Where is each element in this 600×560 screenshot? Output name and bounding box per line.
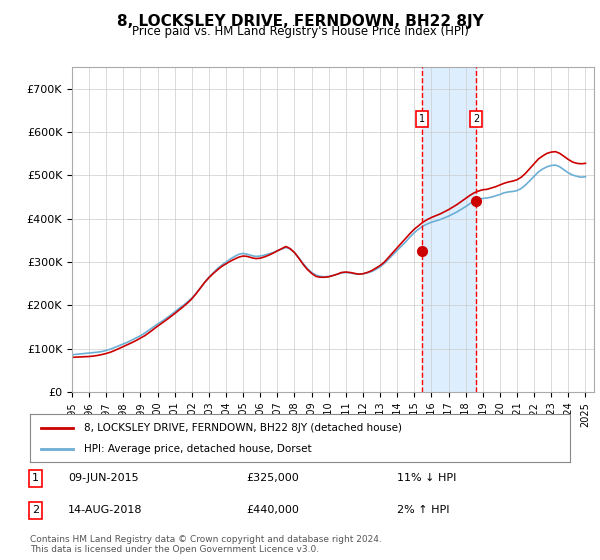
Text: £325,000: £325,000	[246, 473, 299, 483]
Text: £440,000: £440,000	[246, 505, 299, 515]
Text: 14-AUG-2018: 14-AUG-2018	[68, 505, 142, 515]
Text: 1: 1	[419, 114, 425, 124]
Text: 1: 1	[32, 473, 39, 483]
Text: HPI: Average price, detached house, Dorset: HPI: Average price, detached house, Dors…	[84, 444, 311, 454]
Text: 09-JUN-2015: 09-JUN-2015	[68, 473, 139, 483]
Text: Contains HM Land Registry data © Crown copyright and database right 2024.
This d: Contains HM Land Registry data © Crown c…	[30, 535, 382, 554]
Bar	[422, 67, 476, 392]
Text: 2: 2	[32, 505, 39, 515]
Text: 8, LOCKSLEY DRIVE, FERNDOWN, BH22 8JY (detached house): 8, LOCKSLEY DRIVE, FERNDOWN, BH22 8JY (d…	[84, 423, 402, 433]
Text: 11% ↓ HPI: 11% ↓ HPI	[397, 473, 457, 483]
Text: 2% ↑ HPI: 2% ↑ HPI	[397, 505, 450, 515]
Text: 8, LOCKSLEY DRIVE, FERNDOWN, BH22 8JY: 8, LOCKSLEY DRIVE, FERNDOWN, BH22 8JY	[116, 14, 484, 29]
Text: Price paid vs. HM Land Registry's House Price Index (HPI): Price paid vs. HM Land Registry's House …	[131, 25, 469, 38]
Text: 2: 2	[473, 114, 479, 124]
